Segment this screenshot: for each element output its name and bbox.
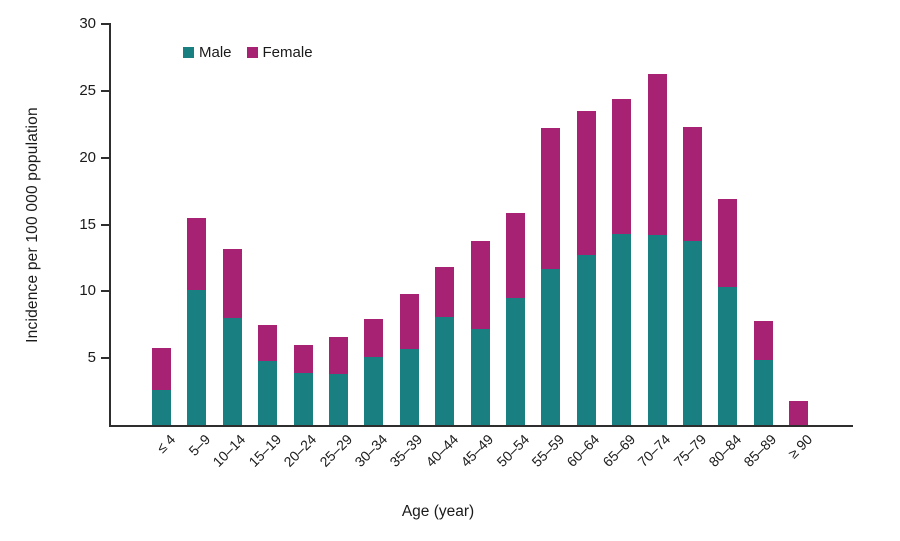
- y-tick: [101, 23, 109, 26]
- bar-male-2: [222, 318, 242, 425]
- bar-male-4: [293, 372, 313, 425]
- y-tick: [101, 90, 109, 92]
- bar-female-4: [293, 344, 313, 373]
- bar-female-5: [329, 336, 348, 375]
- bar-female-15: [683, 127, 702, 241]
- bar-female-13: [612, 99, 632, 234]
- bar-female-1: [187, 217, 207, 291]
- bar-female-3: [258, 324, 278, 361]
- bar-male-14: [647, 235, 667, 425]
- male-swatch-icon: [183, 47, 194, 58]
- y-tick-label: 15: [79, 215, 96, 233]
- bar-male-15: [683, 240, 702, 425]
- bar-female-6: [364, 319, 384, 357]
- bar-female-0: [152, 347, 171, 391]
- bar-female-9: [470, 240, 490, 329]
- bar-male-9: [470, 328, 490, 425]
- bar-male-8: [435, 316, 455, 425]
- bar-female-12: [576, 111, 596, 256]
- bar-male-6: [364, 356, 384, 425]
- y-tick: [101, 223, 109, 226]
- y-tick-label: 25: [79, 82, 96, 99]
- y-tick-label: 20: [79, 148, 96, 166]
- bar-female-10: [506, 212, 525, 299]
- y-axis-line: [108, 23, 111, 427]
- bar-male-10: [506, 298, 525, 425]
- bar-female-7: [399, 294, 419, 349]
- bar-female-11: [541, 128, 561, 269]
- bar-female-18: [789, 400, 809, 425]
- legend: Male Female: [183, 44, 313, 61]
- bar-male-16: [718, 287, 738, 425]
- female-swatch-icon: [246, 47, 258, 58]
- y-tick-label: 30: [79, 15, 96, 33]
- x-axis-title: Age (year): [401, 503, 475, 520]
- y-tick: [101, 156, 109, 159]
- bar-female-8: [435, 267, 455, 317]
- x-axis-line: [108, 425, 853, 427]
- bar-male-0: [152, 390, 171, 425]
- bar-female-2: [222, 248, 242, 319]
- y-tick-label: 5: [87, 349, 96, 367]
- bar-male-7: [399, 348, 419, 425]
- legend-item-male: Male: [183, 44, 232, 61]
- bar-male-13: [612, 233, 632, 425]
- bar-male-12: [576, 255, 596, 425]
- legend-label-female: Female: [262, 44, 313, 61]
- bar-female-17: [753, 320, 773, 360]
- y-tick-label: 10: [79, 282, 96, 300]
- legend-item-female: Female: [246, 44, 313, 61]
- bar-male-5: [329, 374, 348, 425]
- bar-female-16: [718, 199, 738, 288]
- y-tick: [101, 357, 109, 360]
- bar-male-11: [541, 268, 561, 425]
- y-tick: [101, 290, 109, 293]
- bar-male-3: [258, 360, 278, 425]
- bar-female-14: [647, 73, 667, 236]
- bar-male-1: [187, 290, 207, 425]
- bar-male-17: [753, 359, 773, 425]
- legend-label-male: Male: [199, 44, 232, 61]
